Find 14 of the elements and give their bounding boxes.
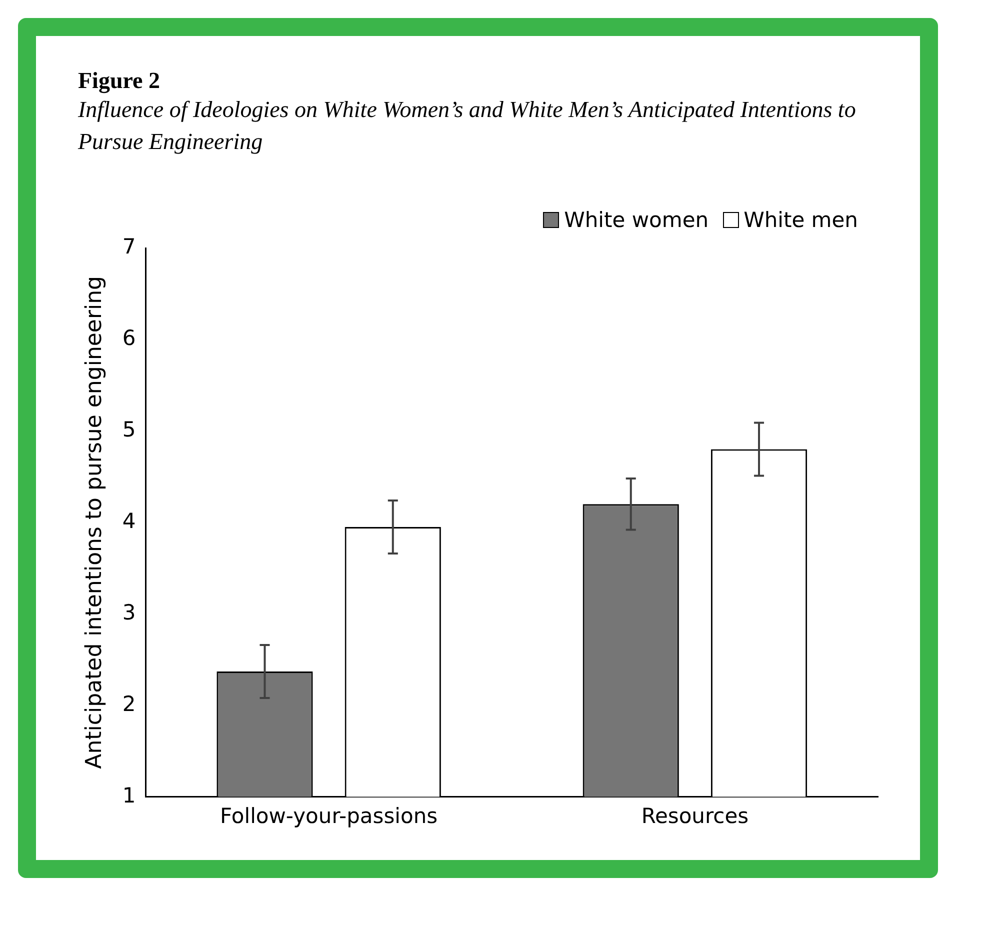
y-axis-title: Anticipated intentions to pursue engineering (82, 276, 107, 769)
x-tick-label: Follow-your-passions (220, 804, 438, 828)
y-tick-label: 5 (122, 417, 136, 442)
y-tick-label: 7 (122, 234, 136, 258)
y-tick-label: 2 (122, 692, 136, 716)
x-tick-label: Resources (641, 804, 749, 828)
y-tick-label: 4 (122, 508, 136, 533)
y-tick-label: 1 (122, 783, 136, 808)
y-tick-label: 6 (122, 326, 136, 350)
y-tick-label: 3 (122, 600, 136, 624)
chart-subtitle: Influence of Ideologies on White Women’s and White Men’s Anticipated Intentions to Pursue Engineering (78, 96, 857, 156)
chart-title: Figure 2 (78, 68, 161, 94)
legend-label: White men (744, 208, 858, 232)
legend-label: White women (564, 208, 709, 232)
